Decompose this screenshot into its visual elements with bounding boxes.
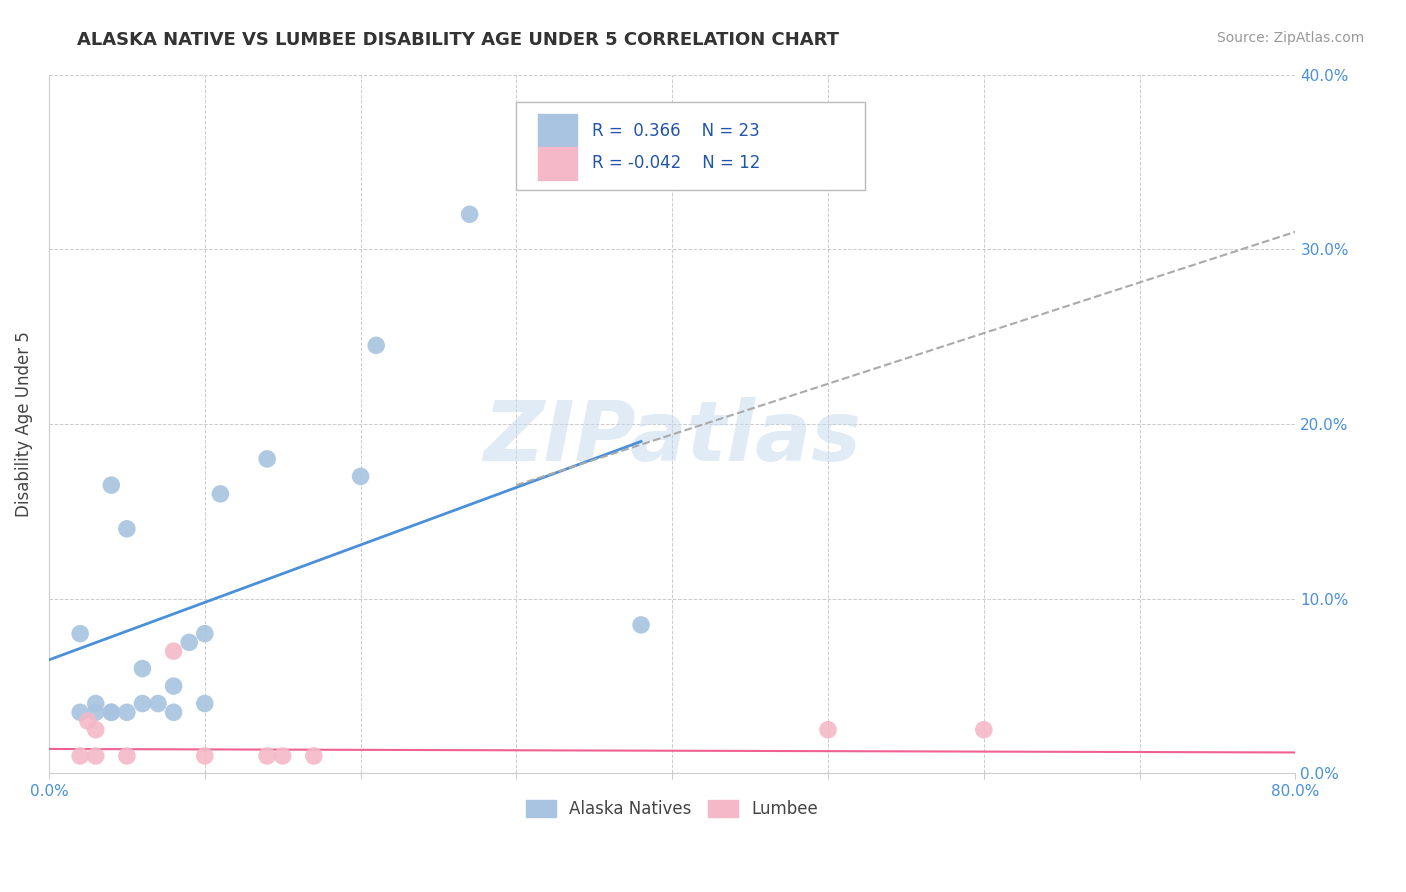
Point: [194, 626, 217, 640]
Point: [458, 207, 481, 221]
Point: [256, 748, 278, 763]
Point: [84, 723, 107, 737]
Point: [973, 723, 995, 737]
Point: [271, 748, 294, 763]
Point: [84, 706, 107, 720]
Point: [349, 469, 371, 483]
Point: [162, 679, 184, 693]
Point: [146, 697, 169, 711]
Point: [179, 635, 201, 649]
Point: [100, 478, 122, 492]
Point: [162, 706, 184, 720]
Point: [69, 626, 91, 640]
Bar: [537, 146, 578, 180]
Point: [162, 644, 184, 658]
Point: [115, 706, 138, 720]
Point: [630, 618, 652, 632]
Point: [366, 338, 388, 352]
Point: [84, 748, 107, 763]
Point: [100, 706, 122, 720]
Point: [100, 706, 122, 720]
Point: [131, 697, 153, 711]
Text: ALASKA NATIVE VS LUMBEE DISABILITY AGE UNDER 5 CORRELATION CHART: ALASKA NATIVE VS LUMBEE DISABILITY AGE U…: [77, 31, 839, 49]
Text: R =  0.366    N = 23: R = 0.366 N = 23: [592, 122, 761, 140]
Point: [817, 723, 839, 737]
Text: ZIPatlas: ZIPatlas: [484, 398, 860, 478]
FancyBboxPatch shape: [516, 103, 866, 190]
Point: [115, 522, 138, 536]
Point: [194, 697, 217, 711]
Text: R = -0.042    N = 12: R = -0.042 N = 12: [592, 154, 761, 172]
Point: [131, 662, 153, 676]
Point: [77, 714, 100, 728]
Point: [302, 748, 325, 763]
Bar: [537, 114, 578, 148]
Text: Source: ZipAtlas.com: Source: ZipAtlas.com: [1216, 31, 1364, 45]
Point: [256, 451, 278, 466]
Point: [69, 748, 91, 763]
Y-axis label: Disability Age Under 5: Disability Age Under 5: [15, 331, 32, 516]
Point: [84, 697, 107, 711]
Point: [194, 748, 217, 763]
Point: [209, 487, 232, 501]
Point: [69, 706, 91, 720]
Point: [115, 748, 138, 763]
Legend: Alaska Natives, Lumbee: Alaska Natives, Lumbee: [519, 793, 825, 824]
